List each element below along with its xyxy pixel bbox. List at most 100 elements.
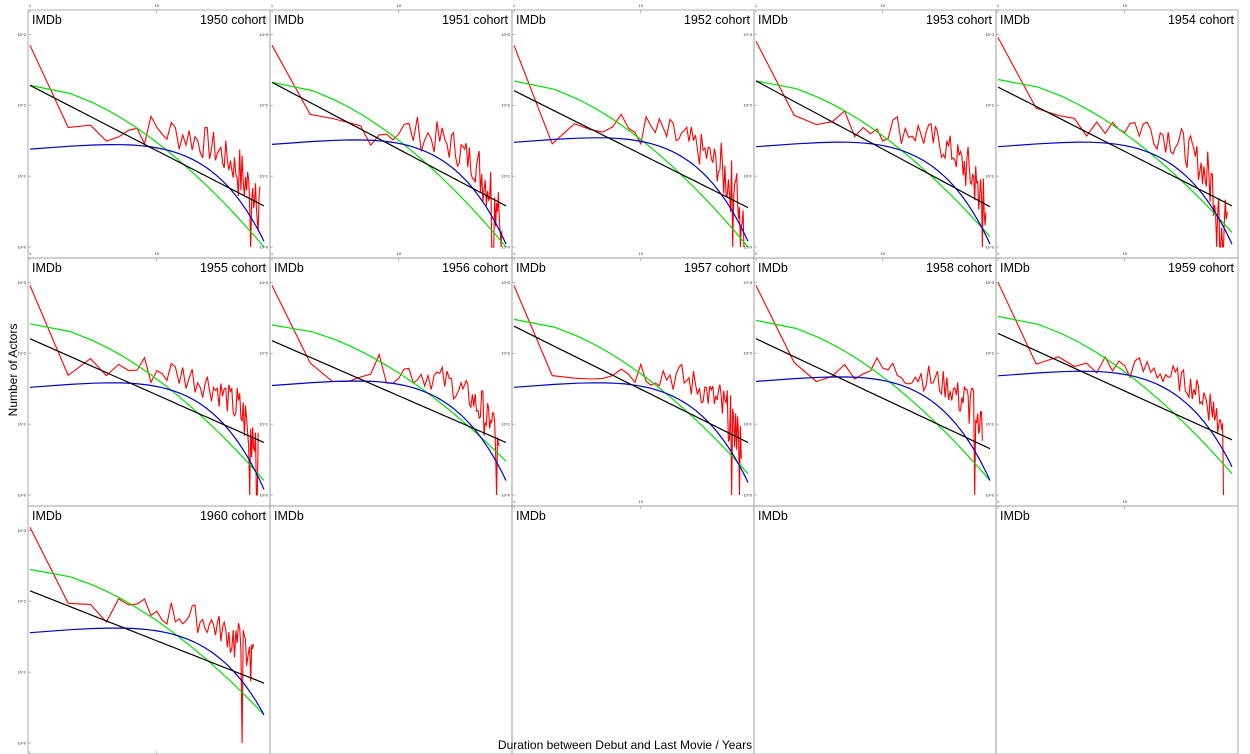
- x-tick-label: 1: [29, 3, 32, 8]
- x-tick-label: 1: [513, 3, 516, 8]
- y-tick-label: 10^3: [743, 280, 752, 285]
- y-tick-label: 10^3: [259, 280, 268, 285]
- y-tick-label: 10^2: [17, 599, 26, 604]
- series-power-law: [29, 338, 265, 444]
- x-tick-label: 10: [397, 3, 402, 8]
- y-tick-label: 10^1: [985, 422, 994, 427]
- series-fit-green: [271, 81, 507, 248]
- series-power-law: [29, 84, 265, 207]
- panel-6: IMDb 1955 cohort 1 10 10^0 10^1 10^2 10^3: [17, 251, 271, 507]
- series-fit-green: [997, 78, 1233, 233]
- y-tick-label: 10^2: [985, 351, 994, 356]
- series-fit-green: [997, 315, 1233, 475]
- series-fit-green: [513, 80, 749, 248]
- panel-cohort-title: 1957 cohort: [684, 261, 751, 275]
- panel-1: IMDb 1950 cohort 1 10 10^0 10^1 10^2 10^3: [17, 3, 271, 259]
- series-power-law: [29, 590, 265, 684]
- series-fit-green: [755, 80, 991, 238]
- panel-14: IMDb: [753, 505, 997, 754]
- panel-grid: IMDb 1950 cohort 1 10 10^0 10^1 10^2 10^3 IMDb 19…: [17, 3, 1239, 754]
- y-tick-label: 10^3: [17, 32, 26, 37]
- panel-cohort-title: 1951 cohort: [442, 13, 509, 27]
- series-fit-blue: [997, 370, 1233, 468]
- y-tick-label: 10^1: [743, 174, 752, 179]
- series-power-law: [997, 86, 1233, 207]
- panel-brand: IMDb: [1000, 509, 1030, 523]
- x-tick-label: 10: [639, 499, 644, 504]
- y-tick-label: 10^2: [985, 103, 994, 108]
- y-tick-label: 10^1: [259, 174, 268, 179]
- y-tick-label: 10^3: [259, 32, 268, 37]
- panel-brand: IMDb: [758, 13, 788, 27]
- panel-brand: IMDb: [758, 261, 788, 275]
- series-fit-blue: [513, 382, 749, 483]
- x-tick-label: 10: [881, 3, 886, 8]
- series-power-law: [755, 80, 991, 208]
- x-tick-label: 1: [271, 3, 274, 8]
- series-fit-green: [29, 323, 265, 481]
- series-data-line: [29, 285, 259, 496]
- series-data-line: [755, 40, 987, 248]
- y-tick-label: 10^3: [501, 280, 510, 285]
- series-data-line: [271, 285, 500, 496]
- panel-frame: [27, 9, 271, 259]
- y-tick-label: 10^2: [743, 351, 752, 356]
- series-data-line: [29, 45, 261, 248]
- series-data-line: [29, 527, 255, 744]
- series-data-line: [997, 37, 1229, 248]
- series-fit-blue: [513, 137, 749, 242]
- x-tick-label: 1: [755, 3, 758, 8]
- panel-cohort-title: 1950 cohort: [200, 13, 267, 27]
- y-tick-label: 10^0: [17, 493, 26, 498]
- series-power-law: [271, 81, 507, 207]
- panel-cohort-title: 1960 cohort: [200, 509, 267, 523]
- series-data-line: [271, 45, 503, 248]
- series-fit-green: [755, 319, 991, 481]
- y-tick-label: 10^3: [501, 32, 510, 37]
- y-tick-label: 10^1: [17, 670, 26, 675]
- series-fit-green: [271, 324, 507, 462]
- panel-cohort-title: 1953 cohort: [926, 13, 993, 27]
- x-tick-label: 10: [1123, 499, 1128, 504]
- series-data-line: [513, 285, 742, 496]
- x-tick-label: 10: [881, 251, 886, 256]
- x-tick-label: 1: [513, 251, 516, 256]
- series-data-line: [513, 45, 745, 248]
- panel-brand: IMDb: [1000, 13, 1030, 27]
- series-fit-blue: [271, 380, 507, 481]
- y-tick-label: 10^3: [17, 528, 26, 533]
- panel-4: IMDb 1953 cohort 1 10 10^0 10^1 10^2 10^3: [743, 3, 997, 259]
- panel-brand: IMDb: [758, 509, 788, 523]
- x-tick-label: 10: [155, 251, 160, 256]
- panel-frame: [753, 257, 997, 507]
- y-tick-label: 10^0: [259, 493, 268, 498]
- panel-frame: [269, 257, 513, 507]
- x-tick-label: 10: [639, 3, 644, 8]
- y-tick-label: 10^0: [985, 493, 994, 498]
- panel-cohort-title: 1956 cohort: [442, 261, 509, 275]
- panel-brand: IMDb: [274, 13, 304, 27]
- y-tick-label: 10^3: [743, 32, 752, 37]
- y-tick-label: 10^1: [985, 174, 994, 179]
- panel-brand: IMDb: [32, 261, 62, 275]
- panel-frame: [511, 257, 755, 507]
- x-tick-label: 10: [639, 251, 644, 256]
- y-tick-label: 10^1: [259, 422, 268, 427]
- y-tick-label: 10^2: [17, 351, 26, 356]
- y-tick-label: 10^2: [17, 103, 26, 108]
- y-tick-label: 10^2: [259, 103, 268, 108]
- panel-frame: [27, 257, 271, 507]
- series-data-line: [755, 285, 983, 496]
- y-tick-label: 10^1: [17, 422, 26, 427]
- y-tick-label: 10^2: [501, 103, 510, 108]
- y-tick-label: 10^2: [501, 351, 510, 356]
- panel-frame: [995, 505, 1239, 754]
- x-tick-label: 10: [1123, 3, 1128, 8]
- y-tick-label: 10^0: [501, 493, 510, 498]
- panel-cohort-title: 1959 cohort: [1168, 261, 1235, 275]
- panel-frame: [995, 9, 1239, 259]
- series-fit-blue: [29, 143, 265, 242]
- panel-frame: [753, 505, 997, 754]
- y-tick-label: 10^0: [985, 245, 994, 250]
